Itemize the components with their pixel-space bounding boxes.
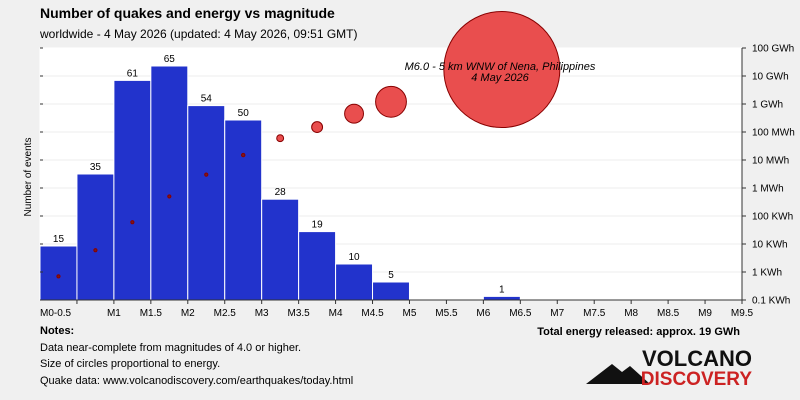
x-tick-label: M9.5 — [731, 308, 754, 319]
bar-value-label: 35 — [90, 162, 102, 173]
bar — [39, 245, 78, 301]
logo-word-discovery: DISCOVERY — [641, 369, 753, 390]
bar-value-label: 50 — [238, 108, 250, 119]
energy-point — [204, 172, 209, 177]
x-tick-label: M2.5 — [214, 308, 237, 319]
energy-point — [344, 103, 364, 124]
bar-value-labels: 15 35 61 65 54 50 28 19 10 5 1 — [53, 54, 505, 295]
energy-tick-label: 10 GWh — [752, 72, 789, 83]
energy-point — [167, 194, 172, 199]
bar — [187, 105, 226, 301]
bar — [335, 263, 374, 301]
x-tick-label: M2 — [181, 308, 195, 319]
x-tick-label: M7.5 — [583, 308, 606, 319]
energy-tick-label: 0.1 KWh — [752, 296, 790, 307]
x-tick-label: M1 — [107, 308, 121, 319]
x-tick-label: M6.5 — [509, 308, 532, 319]
x-tick-label: M5 — [403, 308, 417, 319]
x-axis-ticks: M0-0.5 M1 M1.5 M2 M2.5 M3 M3.5 M4 M4.5 M5 M5.5 M6 M6… — [40, 300, 754, 319]
bar-series — [39, 65, 521, 301]
bar-value-label: 10 — [348, 252, 360, 263]
energy-tick-label: 1 GWh — [752, 100, 783, 111]
x-tick-label: M0-0.5 — [40, 308, 72, 319]
notes-heading: Notes: — [40, 325, 74, 337]
bar-value-label: 15 — [53, 234, 65, 245]
energy-point — [93, 248, 98, 253]
energy-tick-label: 10 MWh — [752, 156, 789, 167]
logo-word-volcano: VOLCANO — [642, 346, 752, 371]
energy-point — [240, 152, 246, 158]
x-tick-label: M3.5 — [288, 308, 311, 319]
count-axis-ticks — [40, 47, 43, 301]
notes-line-2: Size of circles proportional to energy. — [40, 358, 220, 370]
energy-point — [276, 134, 285, 143]
bar-value-label: 19 — [312, 220, 324, 231]
bar — [261, 198, 300, 301]
energy-tick-label: 1 MWh — [752, 184, 784, 195]
energy-tick-label: 100 GWh — [752, 44, 794, 55]
bar-value-label: 61 — [127, 68, 139, 79]
bar — [224, 119, 263, 301]
bar — [113, 79, 152, 301]
bar-value-label: 65 — [164, 54, 176, 65]
bar-value-label: 1 — [499, 284, 505, 295]
energy-point — [375, 85, 407, 118]
bar — [482, 295, 521, 301]
bar-value-label: 54 — [201, 94, 213, 105]
volcanodiscovery-logo: VOLCANO DISCOVERY — [586, 346, 752, 390]
notes-line-3: Quake data: www.volcanodiscovery.com/ear… — [40, 375, 353, 387]
event-annotation-date: 4 May 2026 — [471, 72, 529, 84]
x-tick-label: M6 — [476, 308, 490, 319]
x-tick-label: M4.5 — [361, 308, 384, 319]
energy-circles — [56, 11, 561, 279]
energy-point — [56, 274, 61, 279]
energy-tick-label: 10 KWh — [752, 240, 788, 251]
x-tick-label: M1.5 — [140, 308, 163, 319]
bar — [372, 281, 410, 301]
energy-axis-ticks: 100 GWh 10 GWh 1 GWh 100 MWh 10 MWh 1 MWh 100 … — [742, 44, 795, 307]
energy-tick-label: 100 KWh — [752, 212, 793, 223]
bar — [76, 173, 115, 301]
x-tick-label: M9 — [698, 308, 712, 319]
x-tick-label: M5.5 — [435, 308, 458, 319]
bar-value-label: 5 — [388, 270, 394, 281]
energy-point — [130, 220, 135, 225]
x-tick-label: M4 — [329, 308, 343, 319]
energy-tick-label: 100 MWh — [752, 128, 795, 139]
bar-value-label: 28 — [275, 187, 287, 198]
notes-line-1: Data near-complete from magnitudes of 4.… — [40, 342, 301, 354]
energy-tick-label: 1 KWh — [752, 268, 782, 279]
x-tick-label: M3 — [255, 308, 269, 319]
energy-point — [443, 11, 561, 129]
x-tick-label: M7 — [550, 308, 564, 319]
chart-subtitle: worldwide - 4 May 2026 (updated: 4 May 2… — [39, 27, 358, 41]
bar — [150, 65, 189, 301]
x-tick-label: M8.5 — [657, 308, 680, 319]
y-axis-label: Number of events — [23, 138, 34, 217]
total-energy-text: Total energy released: approx. 19 GWh — [537, 326, 740, 338]
event-annotation-place: M6.0 - 5 km WNW of Nena, Philippines — [405, 61, 596, 73]
volcano-logo-icon — [586, 364, 650, 384]
bar — [298, 231, 337, 301]
chart-title: Number of quakes and energy vs magnitude — [40, 5, 335, 21]
x-tick-label: M8 — [624, 308, 638, 319]
energy-point — [311, 121, 324, 134]
